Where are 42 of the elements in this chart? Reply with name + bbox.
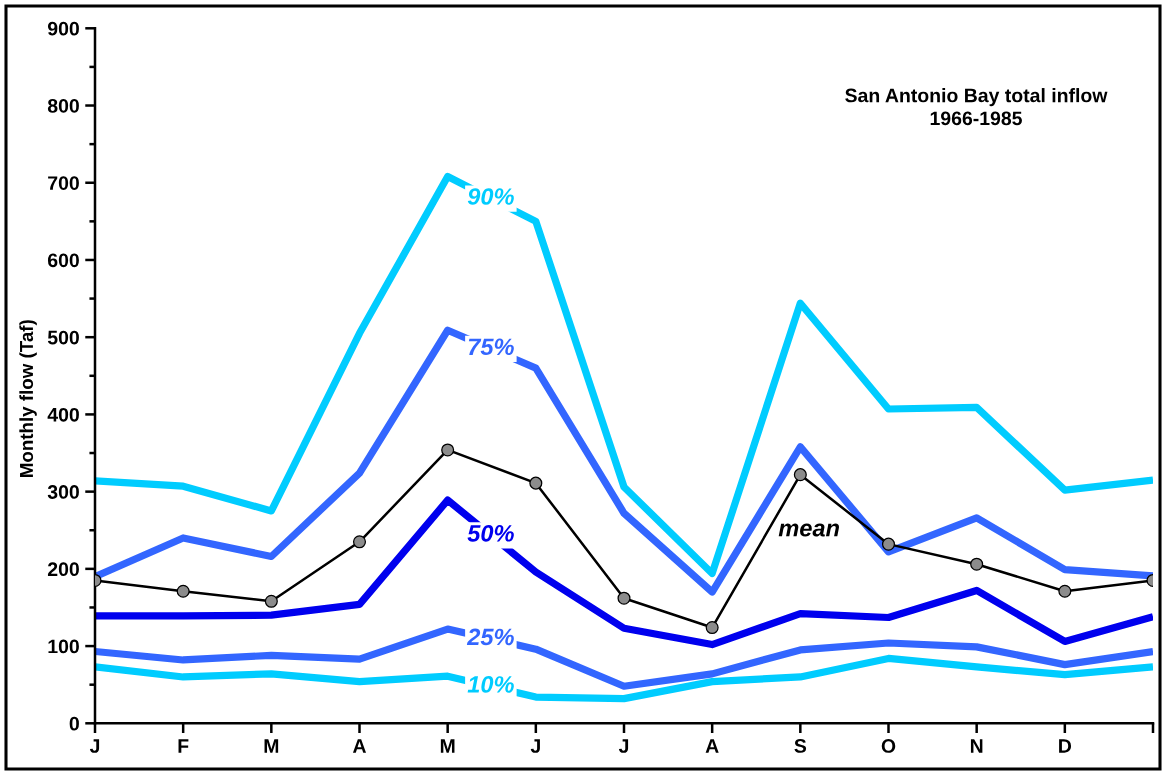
point — [529, 476, 543, 490]
text: 1966-1985 — [930, 111, 1022, 126]
x-tick-label: F — [178, 739, 189, 753]
point — [970, 557, 984, 571]
series-label: 75% — [468, 338, 514, 356]
x-tick-label: M — [440, 739, 455, 753]
x-tick-label: J — [618, 739, 629, 753]
point — [793, 468, 807, 482]
point — [352, 535, 367, 549]
series-label: 50% — [467, 524, 514, 542]
y-tick-label: 900 — [47, 21, 79, 36]
x-tick-label: S — [794, 739, 807, 753]
series-label: mean — [778, 523, 839, 537]
x-tick-label: D — [1059, 739, 1072, 753]
y-tick-label: 300 — [47, 485, 79, 499]
x-tick-label: J — [530, 739, 540, 753]
series-label: 25% — [466, 628, 514, 646]
y-tick-label: 700 — [48, 176, 79, 190]
y-axis-title: Monthly flow (Taf) — [19, 320, 37, 477]
point — [441, 443, 455, 457]
point — [1058, 584, 1072, 598]
point — [617, 591, 631, 605]
x-tick-label: M — [264, 739, 279, 753]
y-tick-label: 500 — [47, 330, 79, 345]
y-tick-label: 600 — [47, 253, 79, 268]
y-tick-label: 100 — [48, 639, 79, 654]
x-tick-label: N — [970, 739, 983, 753]
point — [264, 594, 278, 608]
x-tick-label: J — [89, 739, 100, 753]
point — [705, 621, 719, 635]
series-label: 10% — [467, 676, 514, 693]
y-tick-label: 0 — [69, 716, 79, 731]
y-tick-label: 800 — [47, 98, 79, 113]
point — [881, 537, 896, 551]
y-tick-label: 400 — [47, 407, 79, 422]
y-tick-label: 200 — [47, 562, 79, 577]
series-label: 90% — [467, 188, 514, 205]
x-tick-label: A — [352, 739, 367, 753]
text: San Antonio Bay total inflow — [845, 88, 1108, 107]
x-tick-label: A — [705, 739, 719, 753]
point — [176, 584, 190, 598]
x-tick-label: O — [881, 739, 896, 753]
